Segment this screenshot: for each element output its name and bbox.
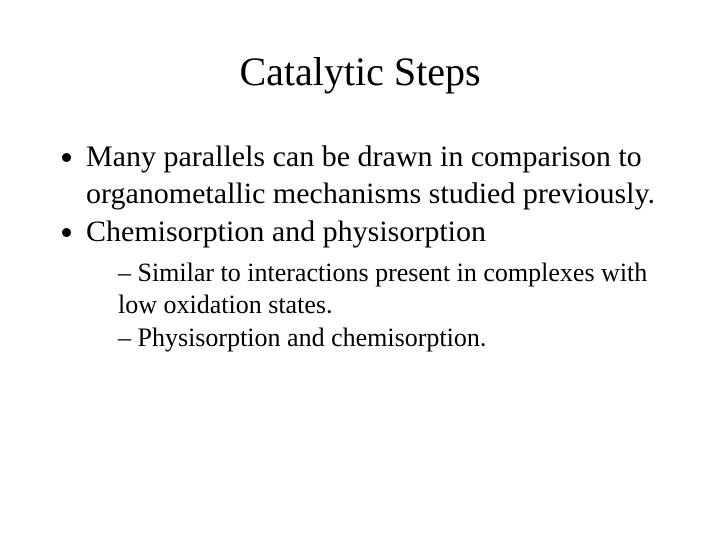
bullet-item-1: Many parallels can be drawn in compariso… bbox=[86, 139, 670, 212]
slide: Catalytic Steps Many parallels can be dr… bbox=[0, 0, 720, 540]
bullet-list: Many parallels can be drawn in compariso… bbox=[50, 139, 670, 354]
sub-bullet-2: Physisorption and chemisorption. bbox=[118, 322, 670, 354]
bullet-item-2-text: Chemisorption and physisorption bbox=[86, 215, 486, 248]
bullet-item-2: Chemisorption and physisorption Similar … bbox=[86, 214, 670, 354]
sub-bullet-1: Similar to interactions present in compl… bbox=[118, 257, 670, 320]
slide-title: Catalytic Steps bbox=[50, 48, 670, 95]
sub-bullet-list: Similar to interactions present in compl… bbox=[86, 257, 670, 354]
